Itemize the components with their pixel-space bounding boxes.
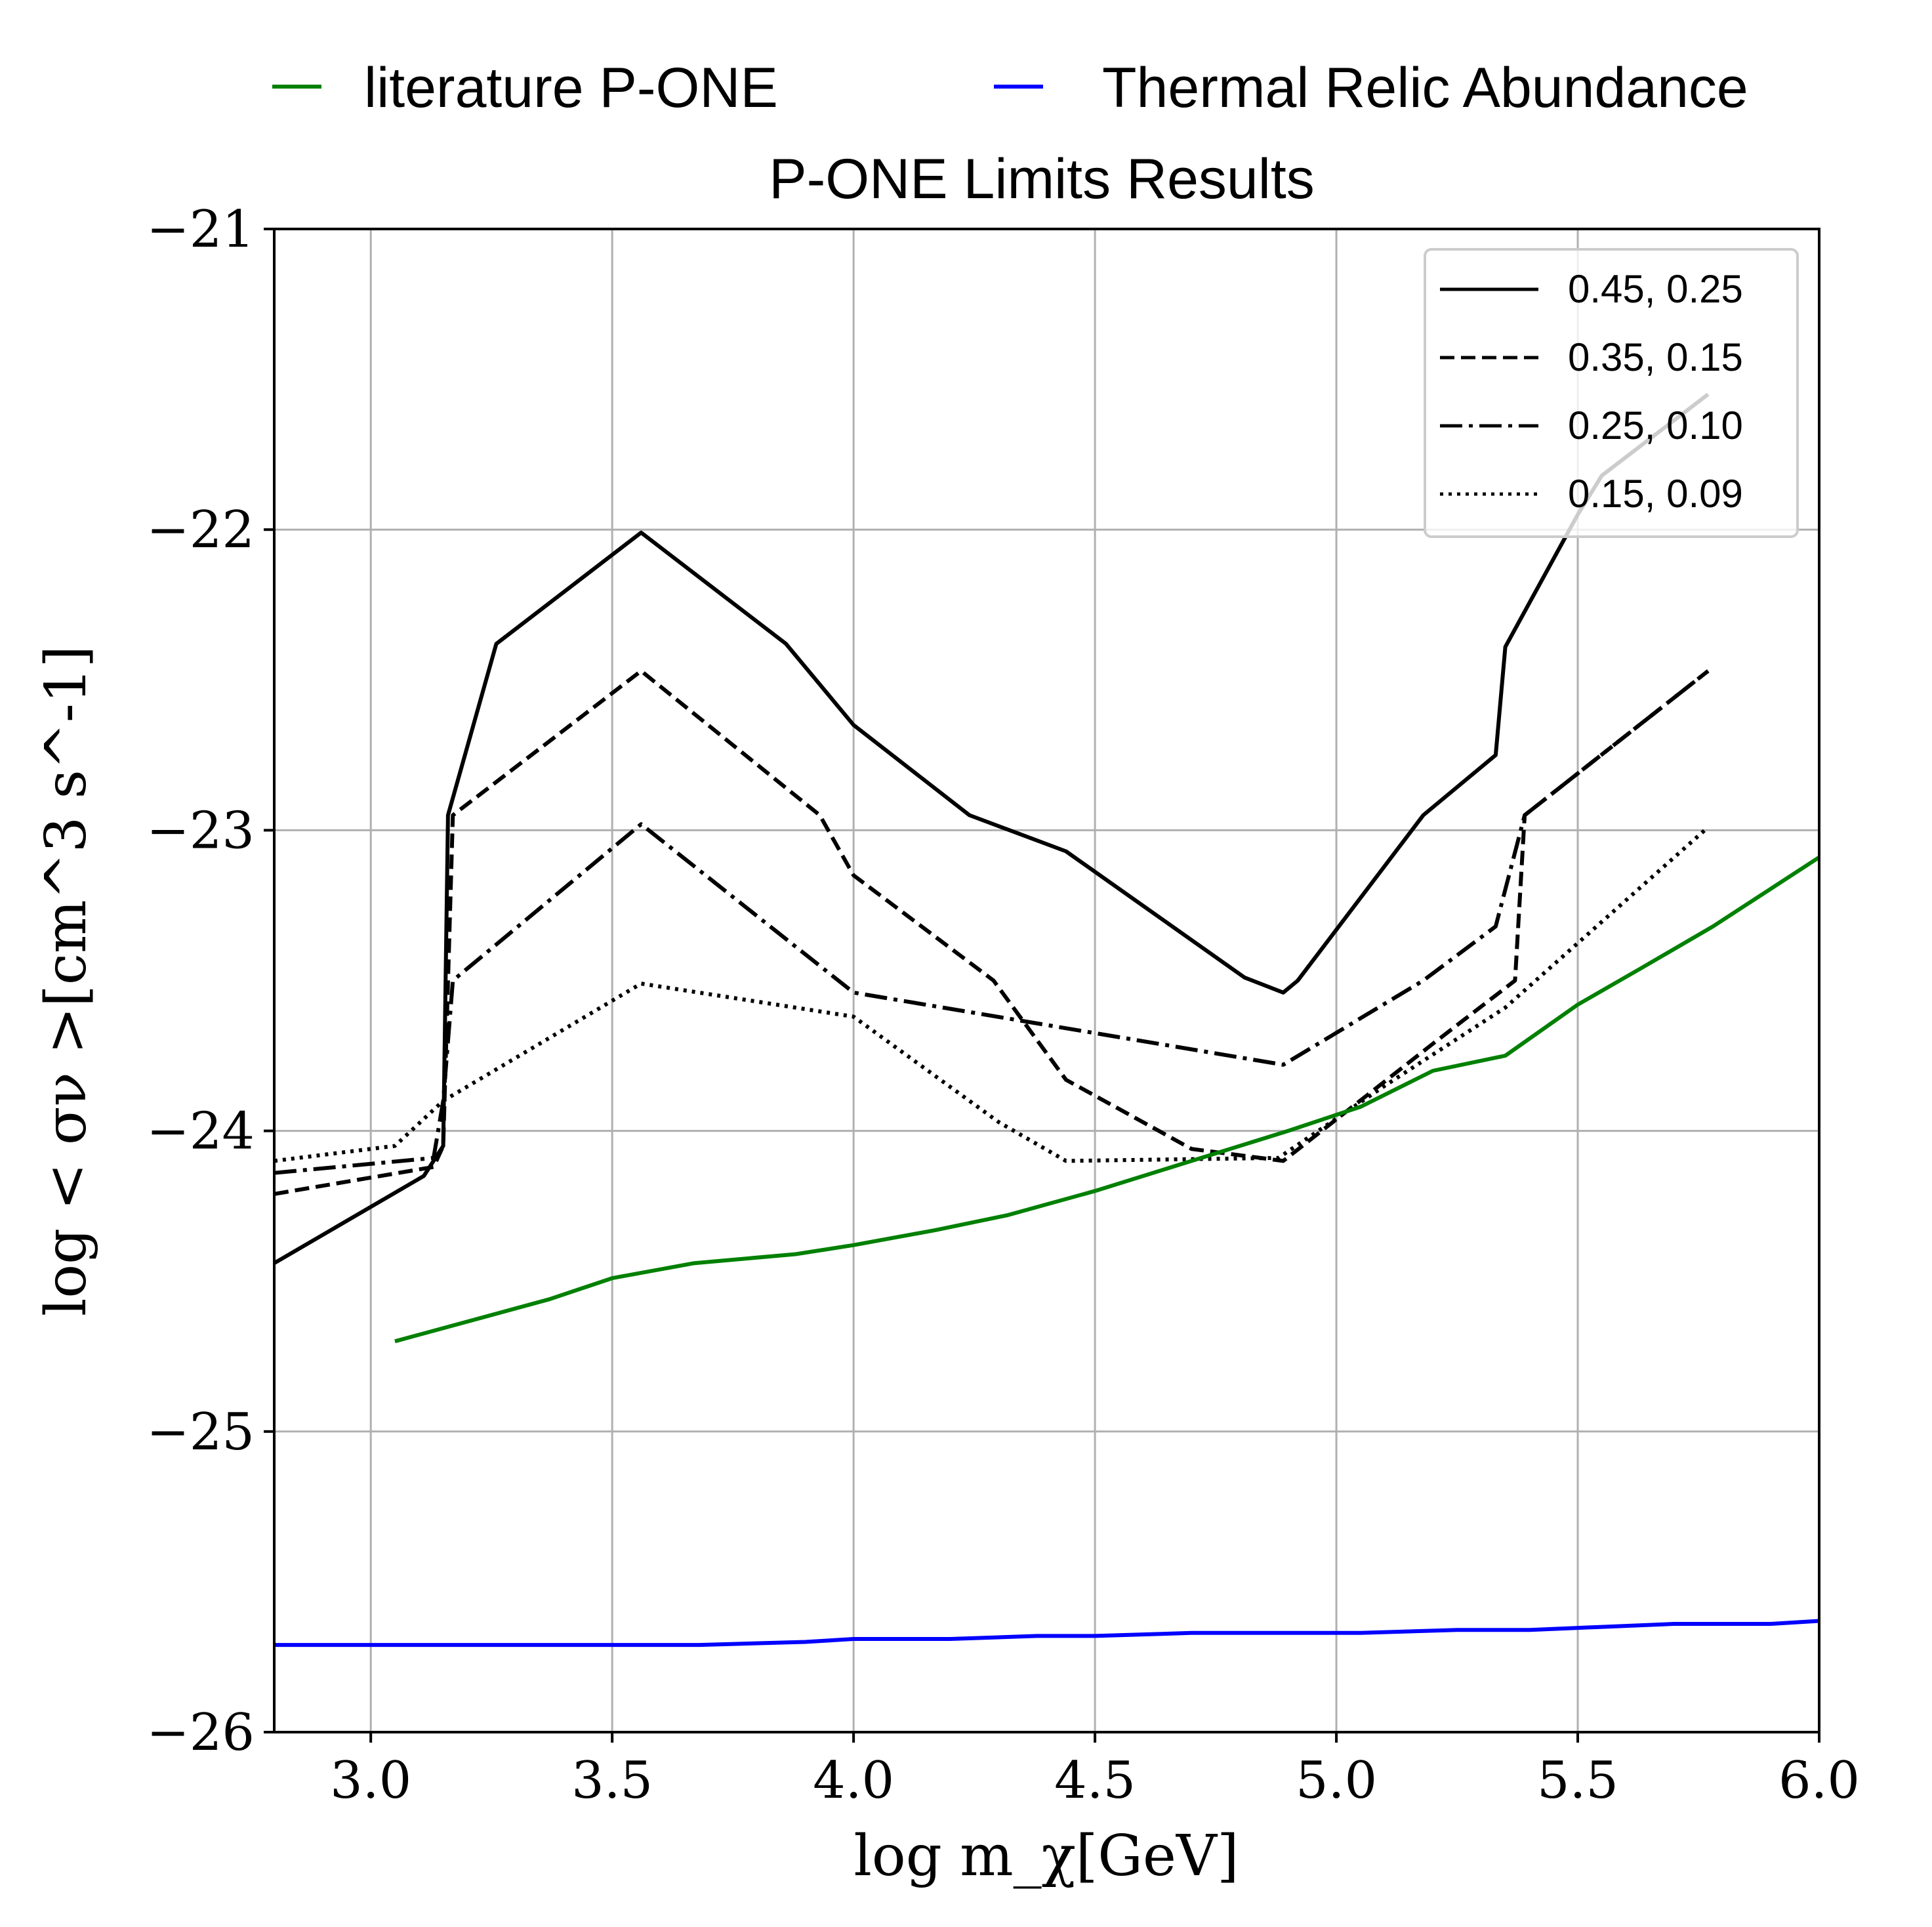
series-group [273,392,1820,1647]
y-tick-label-1: −25 [146,1403,255,1462]
x-tick-label-1: 3.5 [571,1751,653,1810]
inner-legend-label-2: 0.25, 0.10 [1568,404,1743,447]
top-legend: literature P-ONE Thermal Relic Abundance [272,56,1748,119]
inner-legend-label-0: 0.45, 0.25 [1568,267,1743,311]
y-tick-label-2: −24 [146,1102,255,1161]
series-line-2 [274,669,1710,1175]
inner-legend: 0.45, 0.25 0.35, 0.15 0.25, 0.10 0.15, 0… [1424,248,1799,538]
x-tick-label-4: 5.0 [1296,1751,1377,1810]
y-axis-label: log < σν >[cm^3 s^-1] [33,646,99,1316]
y-tick-label-4: −22 [146,501,255,560]
chart-title: P-ONE Limits Results [769,148,1315,211]
x-axis-label: log m_χ[GeV] [853,1823,1239,1889]
y-axis-ticks: −26 −25 −24 −23 −22 −21 [146,200,274,1762]
inner-legend-box [1424,248,1799,538]
series-line-1 [274,669,1710,1196]
series-line-3 [274,825,1710,1163]
x-tick-label-3: 4.5 [1054,1751,1136,1810]
y-tick-label-3: −23 [146,801,255,860]
x-tick-label-5: 5.5 [1537,1751,1618,1810]
x-tick-label-0: 3.0 [330,1751,411,1810]
plot-frame [273,228,1820,1733]
inner-legend-label-1: 0.35, 0.15 [1568,335,1743,379]
x-tick-label-6: 6.0 [1778,1751,1860,1810]
inner-legend-label-3: 0.15, 0.09 [1568,472,1743,516]
series-line-4 [394,856,1820,1344]
x-axis-ticks: 3.0 3.5 4.0 4.5 5.0 5.5 6.0 [330,1732,1860,1810]
x-tick-label-2: 4.0 [813,1751,894,1810]
y-tick-label-5: −21 [146,200,255,259]
series-line-0 [273,392,1710,1265]
series-line-5 [274,1619,1820,1647]
legend-label-literature: literature P-ONE [364,56,778,119]
legend-label-thermal: Thermal Relic Abundance [1102,56,1748,119]
y-tick-label-0: −26 [146,1703,255,1762]
